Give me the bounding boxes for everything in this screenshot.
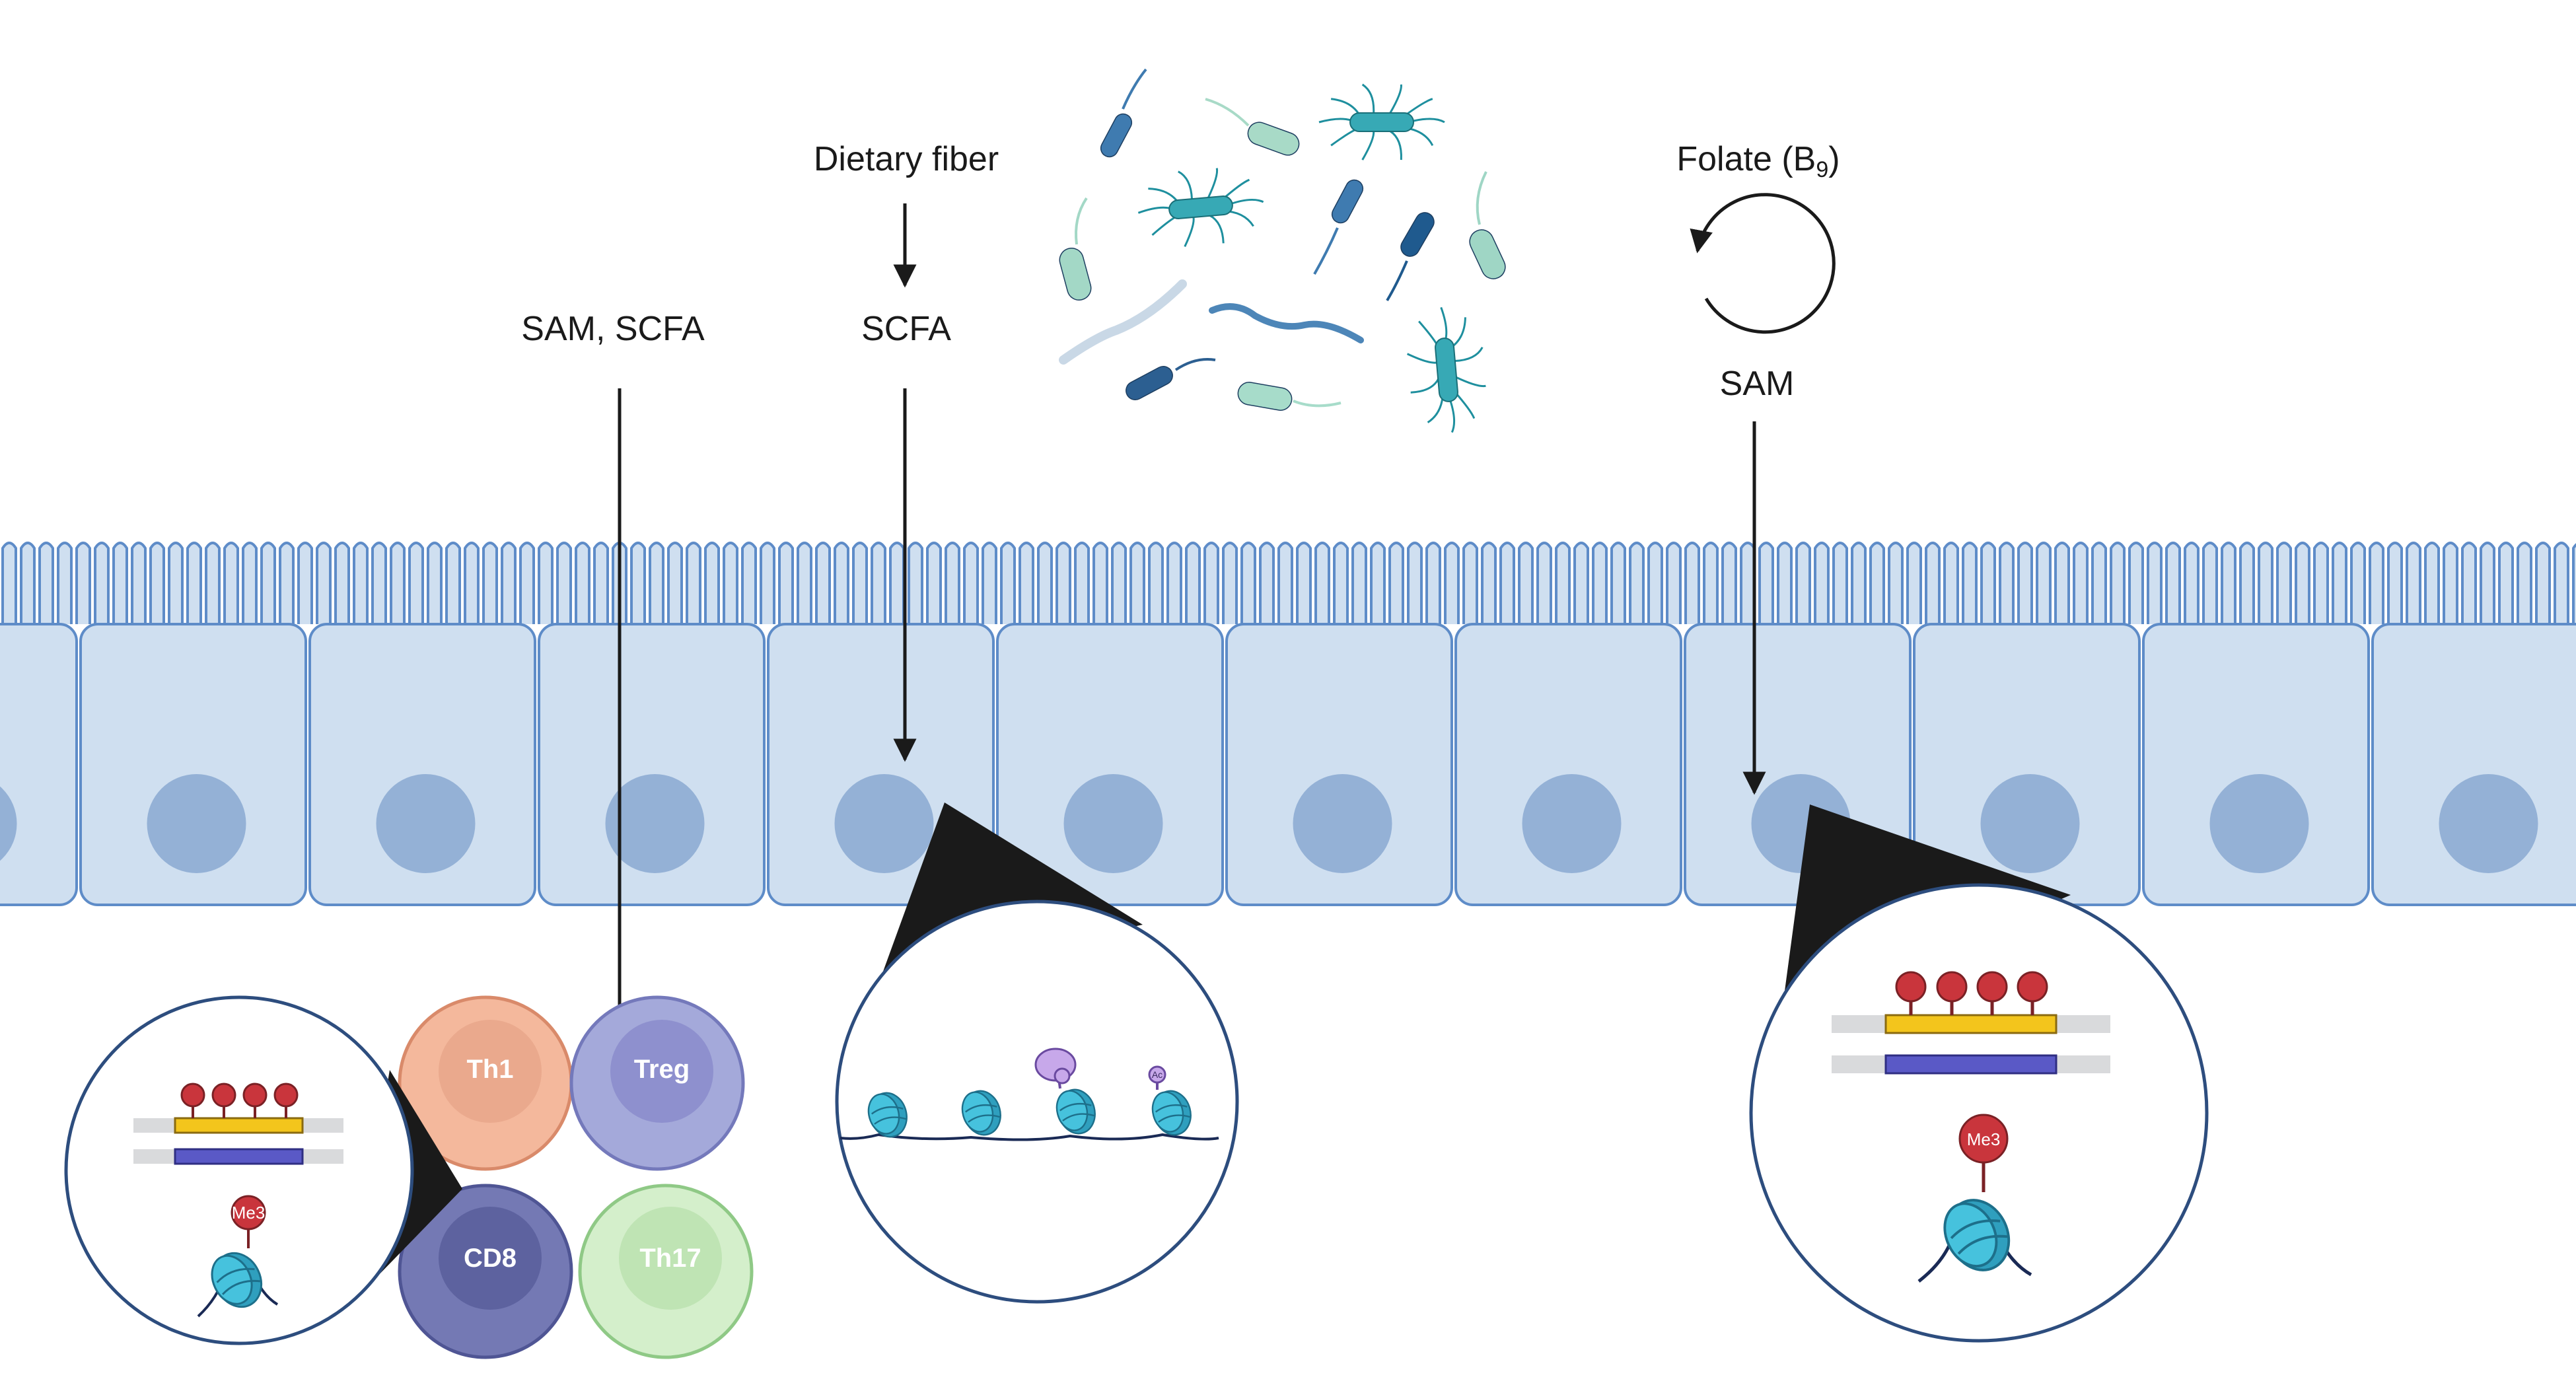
cell-nucleus [1064, 774, 1163, 873]
flagellated-bacterium-icon [1135, 164, 1266, 250]
cell-nucleus [1293, 774, 1392, 873]
gut-microbiota [1057, 69, 1509, 436]
epithelial-cell [0, 624, 77, 905]
bacterium-icon [1314, 177, 1366, 274]
cell-nucleus [1981, 774, 2080, 873]
cell-nucleus [1522, 774, 1622, 873]
th1-label: Th1 [466, 1055, 513, 1084]
cell-nucleus [147, 774, 246, 873]
me3-label: Me3 [1967, 1129, 2001, 1149]
dietary-fiber-label: Dietary fiber [814, 140, 999, 178]
treg-label: Treg [634, 1055, 690, 1084]
scfa-label: SCFA [861, 310, 951, 348]
sam-label: SAM [1720, 365, 1795, 403]
flagellated-bacterium-icon [1319, 85, 1445, 160]
ac-label: Ac [1152, 1069, 1163, 1080]
intestinal-epithelium [0, 543, 2576, 905]
me3-label: Me3 [232, 1203, 266, 1223]
cd8-label: CD8 [464, 1244, 517, 1273]
immune-cell-th17: Th17 [580, 1186, 752, 1357]
bacterium-icon [1466, 172, 1509, 283]
cell-nucleus [2439, 774, 2538, 873]
cell-nucleus [2210, 774, 2309, 873]
folate-label: Folate (B9) [1676, 140, 1840, 182]
bacterium-icon [1098, 69, 1146, 160]
spirochete-icon [1212, 306, 1361, 340]
flagellated-bacterium-icon [1404, 304, 1489, 435]
bacterium-icon [1205, 99, 1302, 159]
cell-nucleus [376, 774, 476, 873]
bacterium-icon [1123, 359, 1215, 403]
bacterium-icon [1236, 380, 1341, 412]
microvilli-brush-border [3, 543, 2576, 624]
sam-scfa-label: SAM, SCFA [521, 310, 705, 348]
bacterium-icon [1387, 209, 1437, 301]
bacterium-icon [1057, 198, 1093, 302]
th17-label: Th17 [639, 1244, 701, 1273]
cell-nucleus [835, 774, 934, 873]
folate-cycle-arrow [1698, 195, 1834, 332]
immune-cell-treg: Treg [571, 997, 743, 1169]
